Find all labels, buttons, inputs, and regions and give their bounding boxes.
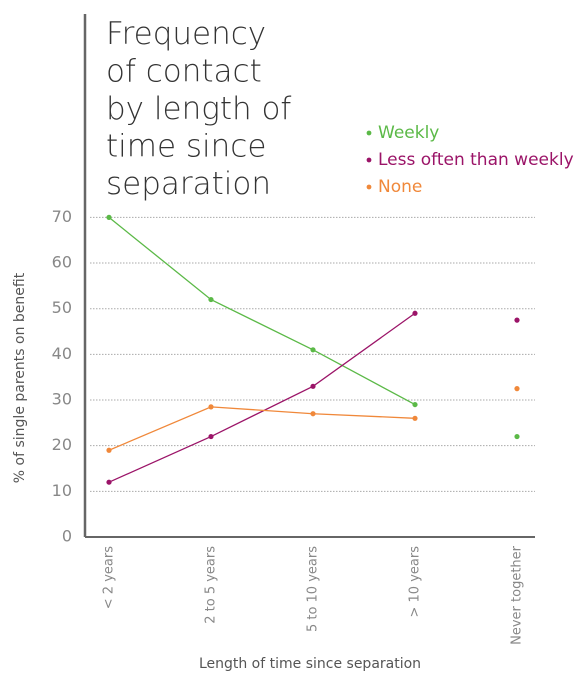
data-point xyxy=(514,317,520,323)
series-line xyxy=(108,406,416,451)
legend-label: None xyxy=(378,177,422,197)
x-tick-label: > 10 years xyxy=(408,546,423,618)
x-axis-label: Length of time since separation xyxy=(199,656,421,672)
y-tick-label: 10 xyxy=(52,481,72,500)
data-point xyxy=(412,310,418,316)
chart-title: by length of xyxy=(106,91,291,127)
legend-marker xyxy=(366,157,372,163)
data-point xyxy=(412,401,418,408)
y-tick-label: 50 xyxy=(52,298,72,317)
y-tick-label: 20 xyxy=(52,435,72,454)
chart-title: of contact xyxy=(106,54,262,90)
y-tick-label: 30 xyxy=(52,390,72,409)
chart-title: separation xyxy=(106,166,271,202)
y-tick-label: 60 xyxy=(52,253,72,272)
data-point xyxy=(208,296,214,303)
y-tick-label: 70 xyxy=(52,207,72,226)
data-point xyxy=(106,447,112,453)
legend-marker xyxy=(366,130,372,136)
chart-title: Frequency xyxy=(106,16,266,52)
data-point xyxy=(106,479,112,485)
data-point xyxy=(208,404,214,410)
series-line xyxy=(108,216,416,406)
y-tick-label: 0 xyxy=(62,527,72,546)
data-point xyxy=(412,415,418,421)
y-axis-label: % of single parents on benefit xyxy=(12,272,28,483)
x-tick-label: 2 to 5 years xyxy=(204,546,219,624)
data-point xyxy=(514,433,520,440)
x-tick-label: 5 to 10 years xyxy=(306,546,321,632)
series-line xyxy=(108,312,416,483)
data-point xyxy=(310,347,316,353)
data-point xyxy=(208,433,214,440)
x-tick-label: < 2 years xyxy=(102,546,117,609)
chart-title: time since xyxy=(106,129,266,165)
data-point xyxy=(310,411,316,417)
legend-marker xyxy=(366,184,372,190)
data-point xyxy=(310,383,316,389)
legend-label: Less often than weekly xyxy=(378,150,574,170)
data-point xyxy=(106,214,112,220)
data-point xyxy=(514,386,520,392)
legend-label: Weekly xyxy=(378,123,439,143)
x-tick-label: Never together xyxy=(510,545,525,645)
y-tick-label: 40 xyxy=(52,344,72,363)
